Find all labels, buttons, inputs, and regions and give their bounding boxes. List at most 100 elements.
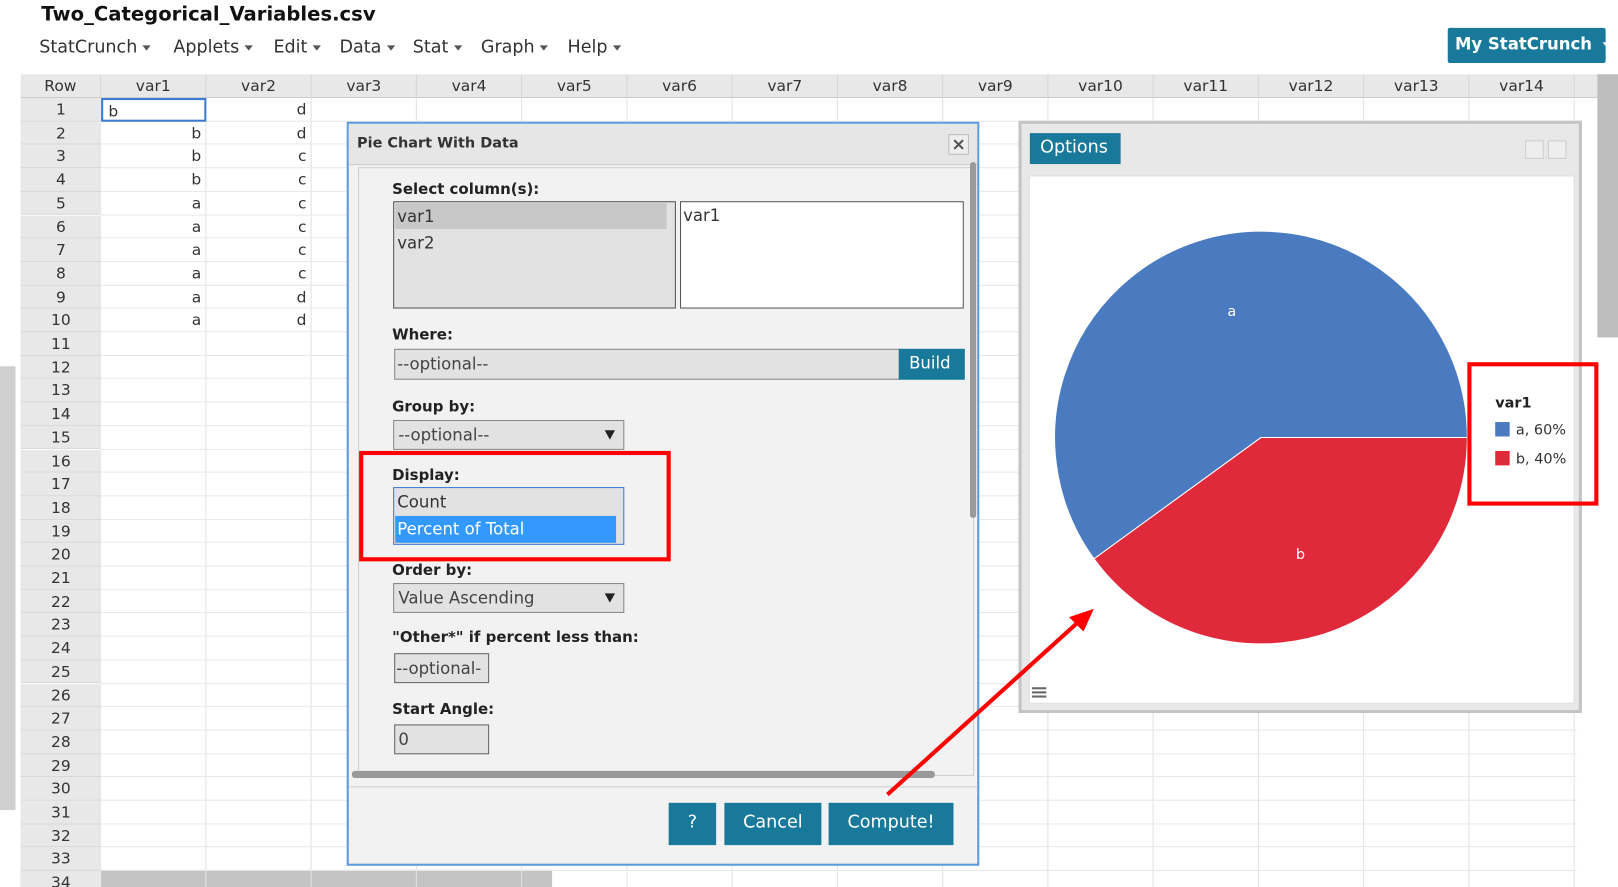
menu-item[interactable]: Stat xyxy=(413,37,462,58)
cell[interactable]: c xyxy=(297,240,307,260)
order-select[interactable]: Value Ascending xyxy=(393,583,625,613)
row-number: 32 xyxy=(20,824,102,848)
cell[interactable]: a xyxy=(191,310,202,330)
menu-item[interactable]: Applets xyxy=(173,37,253,58)
row-number: 5 xyxy=(20,191,102,216)
menu-item[interactable]: Data xyxy=(339,37,395,58)
dialog-button[interactable]: Cancel xyxy=(724,802,822,846)
row-number: 14 xyxy=(20,402,102,426)
where-input[interactable]: --optional-- xyxy=(394,348,900,380)
column-header[interactable]: var2 xyxy=(206,74,312,99)
field-label: Order by: xyxy=(392,562,473,579)
row-number: 11 xyxy=(20,332,102,356)
row-number: 21 xyxy=(20,566,102,590)
column-header[interactable]: var12 xyxy=(1259,74,1365,99)
account-button[interactable]: My StatCrunch xyxy=(1447,27,1611,63)
other-input[interactable]: --optional- xyxy=(394,653,490,684)
cell[interactable]: d xyxy=(296,287,307,307)
row-number: 15 xyxy=(20,425,102,450)
cell[interactable]: b xyxy=(191,123,202,143)
column-line xyxy=(205,98,207,887)
field-label: Display: xyxy=(392,467,460,484)
column-header[interactable]: var13 xyxy=(1364,74,1470,99)
field-label: "Other*" if percent less than: xyxy=(392,629,639,646)
group-select[interactable]: --optional-- xyxy=(393,419,625,450)
row-number: 28 xyxy=(20,730,102,754)
column-header[interactable]: var14 xyxy=(1469,74,1575,99)
cell[interactable]: a xyxy=(191,193,202,213)
cell[interactable]: a xyxy=(191,287,202,307)
cell[interactable]: a xyxy=(191,240,202,260)
column-header[interactable]: var10 xyxy=(1048,74,1154,99)
menu-item[interactable]: Edit xyxy=(273,37,321,58)
left-scrollbar xyxy=(0,366,16,811)
cell[interactable]: c xyxy=(297,264,307,283)
row-number: 34 xyxy=(20,871,102,887)
cell[interactable]: a xyxy=(191,217,202,236)
row-number: 4 xyxy=(20,168,102,192)
menu-item[interactable]: StatCrunch xyxy=(39,37,151,58)
row-number: 2 xyxy=(20,121,102,145)
select-arrow xyxy=(604,593,616,603)
menu-item[interactable]: Graph xyxy=(481,37,549,58)
cell[interactable]: b xyxy=(101,98,207,122)
column-header[interactable]: var6 xyxy=(627,74,733,99)
column-header[interactable]: var9 xyxy=(943,74,1049,99)
cell[interactable]: c xyxy=(297,193,307,213)
display-option[interactable]: Percent of Total xyxy=(395,515,617,543)
column-header[interactable]: var3 xyxy=(312,74,417,99)
row-number: 25 xyxy=(20,660,102,684)
row-number: 1 xyxy=(20,98,102,122)
select-arrow xyxy=(604,430,616,440)
dialog: Pie Chart With Data Select column(s): var1… xyxy=(346,121,980,866)
angle-input[interactable]: 0 xyxy=(394,724,490,755)
h-scrollbar xyxy=(351,770,935,779)
row-number: 29 xyxy=(20,753,102,778)
row-number: 23 xyxy=(20,613,102,637)
column-header[interactable]: var8 xyxy=(838,74,944,99)
column-option[interactable]: var1 xyxy=(395,203,667,230)
cell[interactable]: b xyxy=(191,170,202,189)
column-header[interactable]: var4 xyxy=(417,74,523,99)
dialog-button[interactable]: ? xyxy=(668,802,717,846)
column-option[interactable]: var2 xyxy=(397,233,435,253)
menu-item[interactable]: Help xyxy=(568,37,621,58)
column-header[interactable]: var7 xyxy=(733,74,838,99)
cell[interactable]: c xyxy=(297,146,307,166)
cell[interactable]: c xyxy=(297,217,307,236)
cell[interactable]: d xyxy=(296,310,307,330)
field-label: Select column(s): xyxy=(392,181,540,199)
dialog-title: Pie Chart With Data xyxy=(357,135,519,152)
row-number: 7 xyxy=(20,238,102,262)
cell[interactable]: b xyxy=(191,146,202,166)
row-number: 16 xyxy=(20,449,102,473)
window-close[interactable] xyxy=(1547,140,1567,159)
row-number: 19 xyxy=(20,519,102,544)
display-option[interactable]: Count xyxy=(397,492,447,512)
column-line xyxy=(310,98,312,887)
graph-window: Options xyxy=(1018,120,1582,714)
column-header[interactable]: var11 xyxy=(1154,74,1259,99)
window-button[interactable] xyxy=(1525,140,1544,159)
cell[interactable]: a xyxy=(191,264,202,283)
row-number: 17 xyxy=(20,472,102,497)
selected-option[interactable]: var1 xyxy=(683,205,721,225)
cell[interactable]: c xyxy=(297,170,307,189)
column-header[interactable]: Row xyxy=(21,74,102,99)
cell[interactable]: d xyxy=(296,123,307,143)
column-header[interactable]: var1 xyxy=(101,74,207,99)
dialog-button[interactable]: Compute! xyxy=(828,802,954,846)
build-button[interactable]: Build xyxy=(898,348,965,380)
row-number: 6 xyxy=(20,215,102,239)
options-tab[interactable]: Options xyxy=(1029,133,1121,165)
row-number: 30 xyxy=(20,777,102,801)
row-number: 8 xyxy=(20,261,102,286)
cell[interactable]: d xyxy=(296,100,307,119)
selected-list[interactable] xyxy=(680,201,964,309)
row-number: 20 xyxy=(20,543,102,567)
dialog-titlebar xyxy=(348,123,978,166)
field-label: Group by: xyxy=(392,399,476,416)
row-line xyxy=(101,120,1577,122)
column-header[interactable]: var5 xyxy=(522,74,628,99)
